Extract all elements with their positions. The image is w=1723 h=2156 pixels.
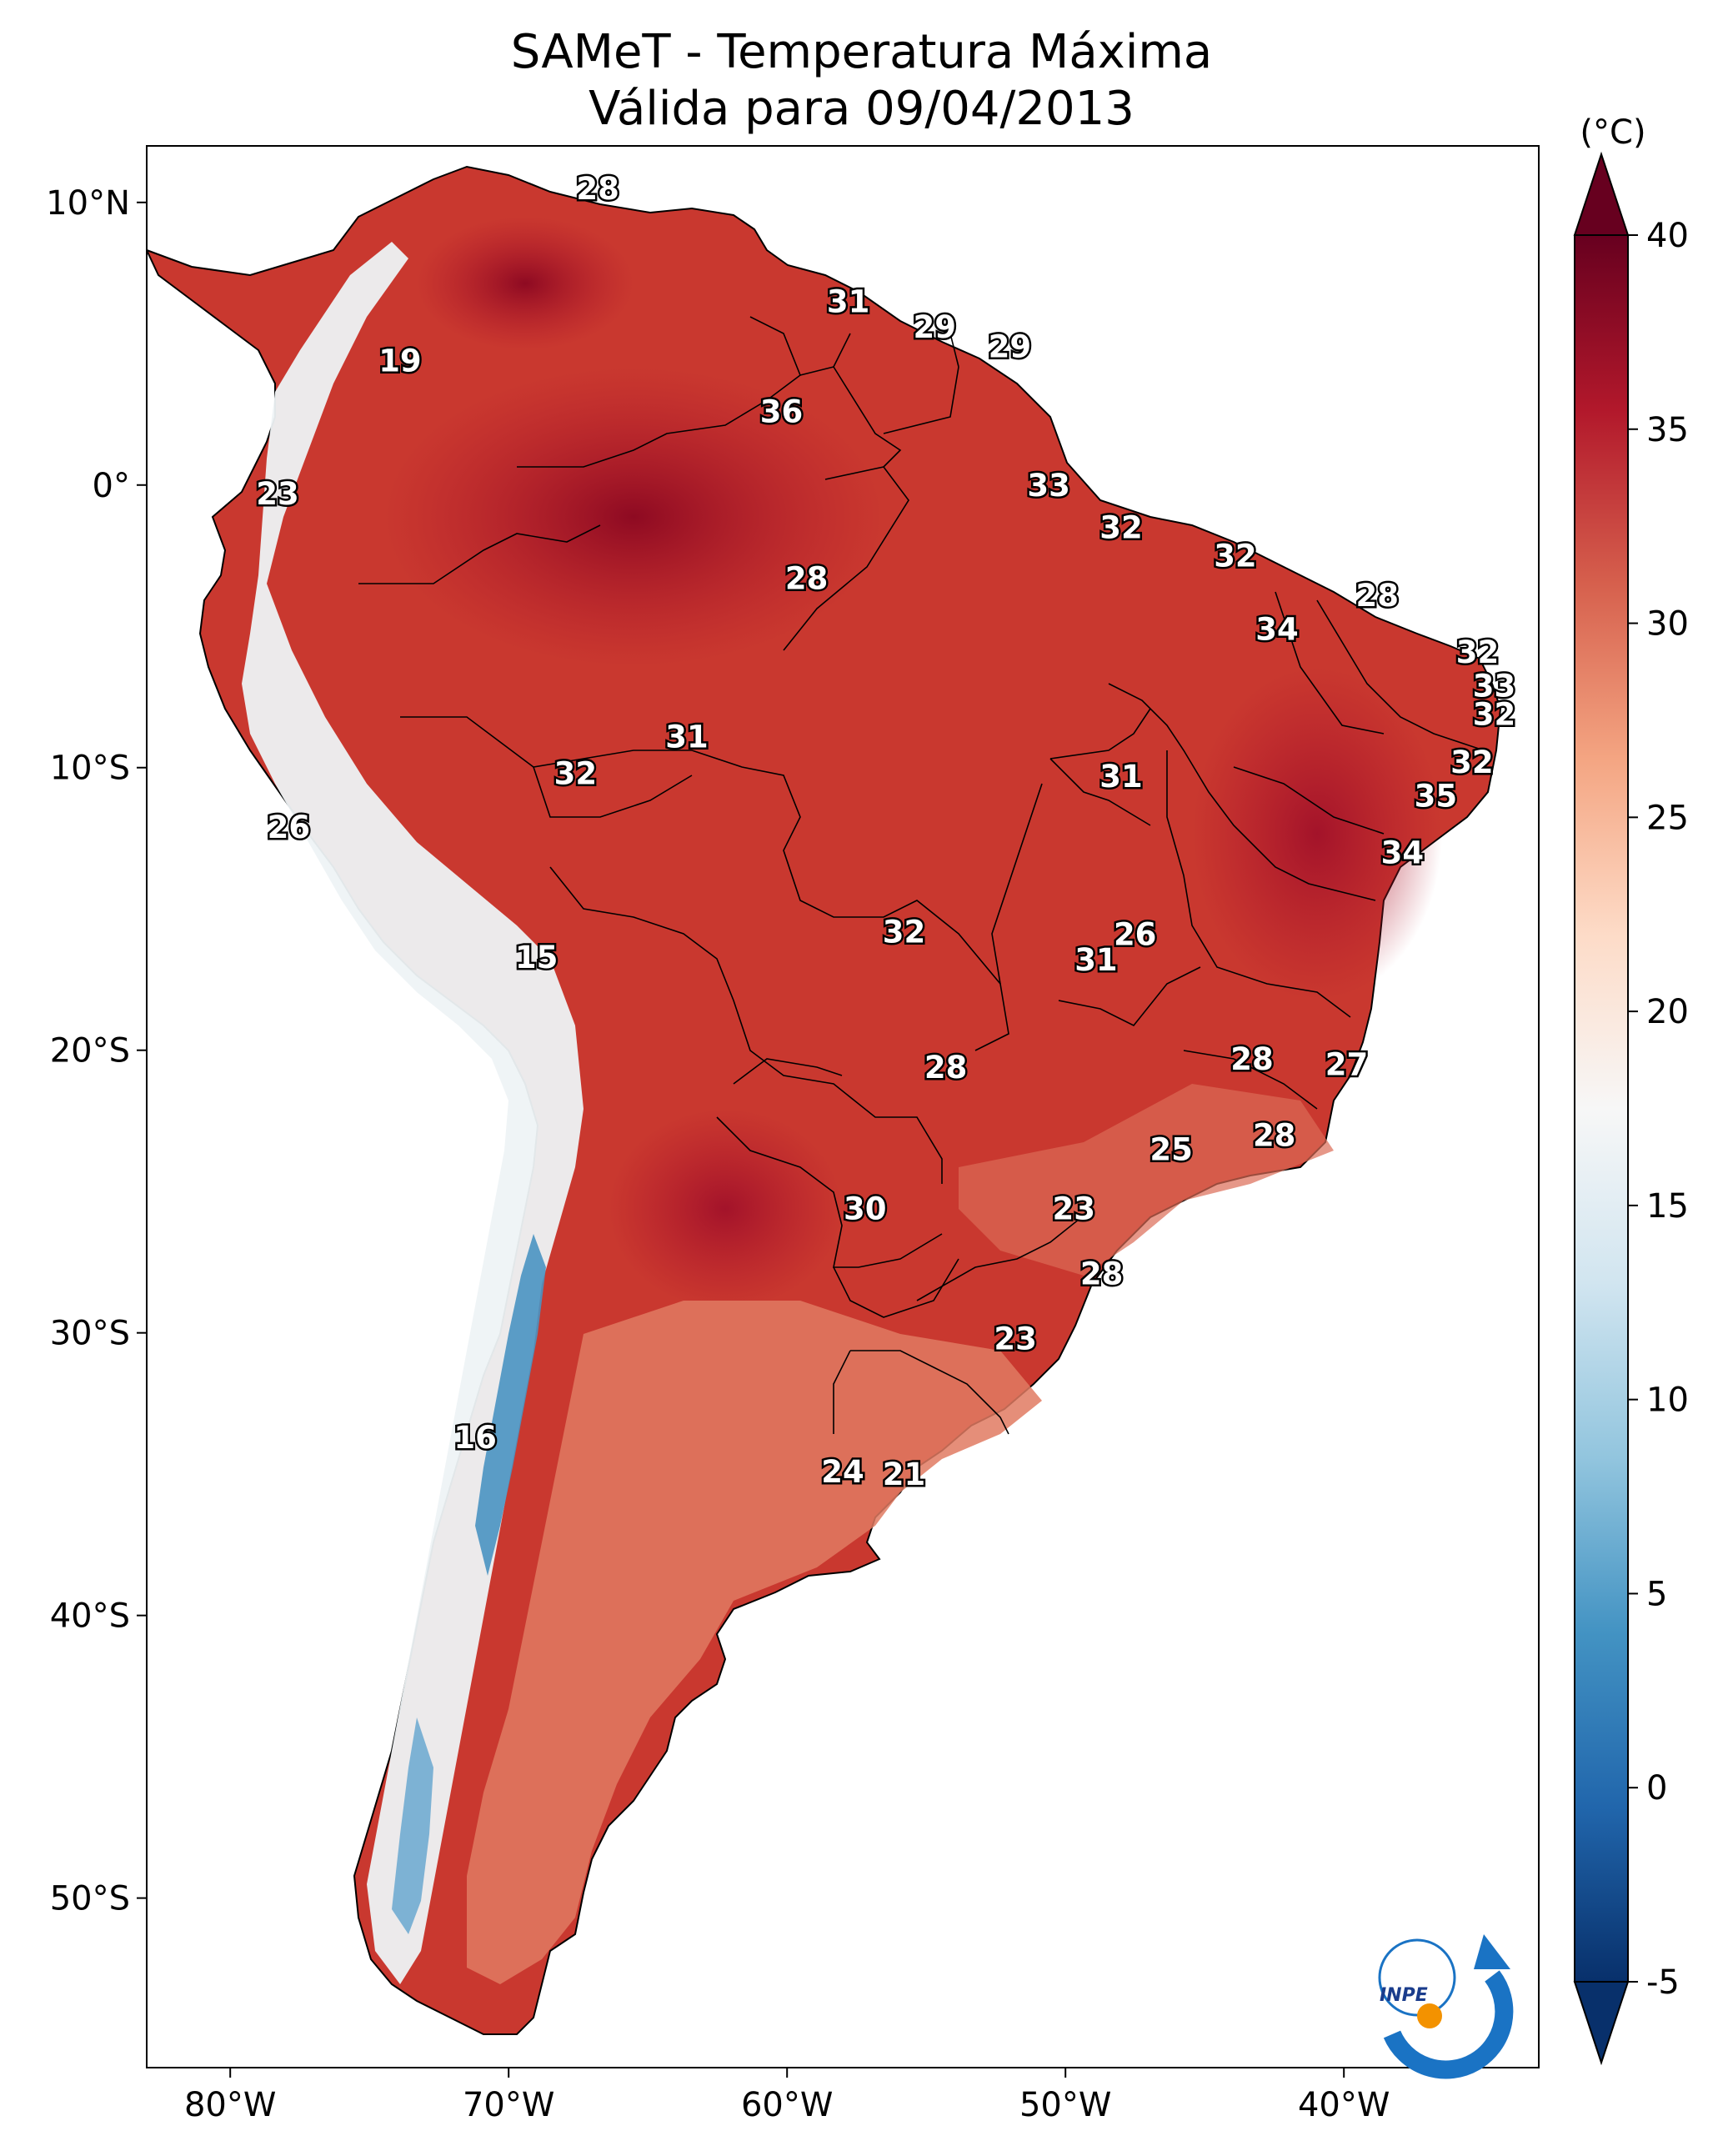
- temperature-label: 28: [1253, 1117, 1296, 1153]
- temperature-label: 27: [1325, 1047, 1369, 1083]
- lat-tick-label: 0°: [93, 467, 130, 505]
- country-borders: [358, 316, 1485, 1435]
- colorbar-tick-label: 15: [1646, 1187, 1689, 1226]
- temperature-label: 26: [268, 810, 311, 845]
- temperature-label: 32: [1450, 745, 1494, 780]
- temperature-label: 23: [1052, 1191, 1095, 1227]
- colorbar-tick-label: 0: [1646, 1769, 1667, 1808]
- temperature-label: 31: [827, 283, 870, 319]
- colorbar-unit: (°C): [1580, 113, 1645, 152]
- patagonia-cold-core: [392, 1717, 433, 1934]
- lat-axis: 10°N 0° 10°S 20°S 30°S 40°S 50°S: [46, 184, 147, 1918]
- inpe-logo: INPE: [1378, 1934, 1514, 2079]
- map-layer: [147, 165, 1502, 2035]
- colorbar: 40 35 30 25 20 15 10 5 0 -5 (°C): [1573, 113, 1689, 2066]
- colorbar-tick-label: 30: [1646, 605, 1689, 644]
- lat-tick-label: 50°S: [50, 1880, 130, 1918]
- temperature-label: 31: [1074, 942, 1118, 978]
- temperature-label: 16: [453, 1420, 497, 1456]
- colorbar-tick-label: -5: [1646, 1963, 1680, 2002]
- lon-axis: 80°W 70°W 60°W 50°W 40°W: [184, 2068, 1390, 2124]
- lat-tick-label: 20°S: [50, 1032, 130, 1070]
- temperature-label: 32: [883, 914, 926, 950]
- colorbar-body: [1574, 234, 1629, 1983]
- andes-cold-core: [475, 1234, 546, 1576]
- lon-tick-label: 60°W: [741, 2086, 833, 2124]
- temperature-label: 29: [913, 309, 956, 345]
- temperature-label: 25: [1150, 1131, 1193, 1167]
- colorbar-ticks: 40 35 30 25 20 15 10 5 0 -5: [1628, 217, 1689, 2002]
- colorbar-lower-arrow: [1573, 1981, 1630, 2066]
- temperature-label: 23: [256, 476, 299, 512]
- heat-core-amazon: [383, 367, 884, 667]
- temperature-label: 24: [821, 1454, 864, 1490]
- colorbar-tick-label: 40: [1646, 217, 1689, 255]
- temperature-label: 15: [515, 940, 558, 975]
- map-title: SAMeT - Temperatura Máxima: [510, 25, 1213, 79]
- temperature-label: 19: [378, 343, 422, 379]
- temperature-label: 32: [1456, 634, 1500, 670]
- logo-orbit-icon: [1378, 1938, 1456, 2017]
- andes-cool-band: [242, 242, 584, 1984]
- temperature-label: 32: [1473, 696, 1516, 732]
- lat-tick-label: 30°S: [50, 1315, 130, 1353]
- lat-tick-label: 10°S: [50, 750, 130, 788]
- temperature-label: 33: [1027, 468, 1070, 504]
- lon-tick-label: 70°W: [463, 2086, 554, 2124]
- temperature-label: 35: [1415, 779, 1458, 815]
- logo-swoosh-icon: [1383, 1970, 1514, 2079]
- temperature-label: 28: [1356, 578, 1400, 614]
- logo-sun-icon: [1417, 2003, 1442, 2028]
- heat-core-chaco: [609, 1109, 842, 1309]
- temperature-label: 23: [994, 1321, 1037, 1356]
- colorbar-tick-label: 10: [1646, 1381, 1689, 1420]
- temperature-label: 33: [1473, 668, 1516, 704]
- colorbar-tick-label: 35: [1646, 411, 1689, 449]
- temperature-label: 29: [989, 329, 1032, 365]
- temperature-label: 36: [760, 394, 804, 430]
- mild-se-brazil: [959, 1084, 1334, 1276]
- heat-core-northeast: [1192, 667, 1442, 1000]
- lat-tick-label: 40°S: [50, 1597, 130, 1636]
- lat-tick-label: 10°N: [46, 184, 130, 223]
- colorbar-tick-label: 20: [1646, 993, 1689, 1031]
- lon-tick-label: 80°W: [184, 2086, 276, 2124]
- temperature-label: 34: [1381, 835, 1425, 870]
- logo-arrow-icon: [1474, 1934, 1510, 1969]
- temperature-label: 28: [785, 561, 829, 597]
- temperature-label: 30: [844, 1191, 887, 1227]
- temperature-label: 28: [1230, 1041, 1274, 1077]
- temperature-label: 31: [665, 719, 709, 755]
- lon-tick-label: 50°W: [1019, 2086, 1111, 2124]
- colorbar-tick-label: 5: [1646, 1575, 1667, 1613]
- heat-core-venezuela: [417, 217, 634, 350]
- temperature-label: 26: [1114, 917, 1157, 953]
- temperature-label: 32: [1214, 539, 1257, 574]
- temperature-label: 28: [576, 171, 619, 207]
- temperature-label: 28: [924, 1050, 968, 1086]
- temperature-label: 32: [1099, 510, 1143, 546]
- mild-south-region: [467, 1301, 1042, 1984]
- temperature-label: 34: [1255, 612, 1299, 648]
- map-subtitle: Válida para 09/04/2013: [589, 82, 1134, 136]
- colorbar-tick-label: 25: [1646, 799, 1689, 837]
- colorbar-upper-arrow: [1573, 151, 1630, 236]
- lon-tick-label: 40°W: [1298, 2086, 1390, 2124]
- temperature-label: 32: [554, 756, 598, 792]
- temperature-label: 31: [1099, 759, 1143, 795]
- logo-text: INPE: [1380, 1985, 1428, 2006]
- temperature-label: 28: [1080, 1256, 1124, 1291]
- temperature-label: 21: [883, 1457, 926, 1492]
